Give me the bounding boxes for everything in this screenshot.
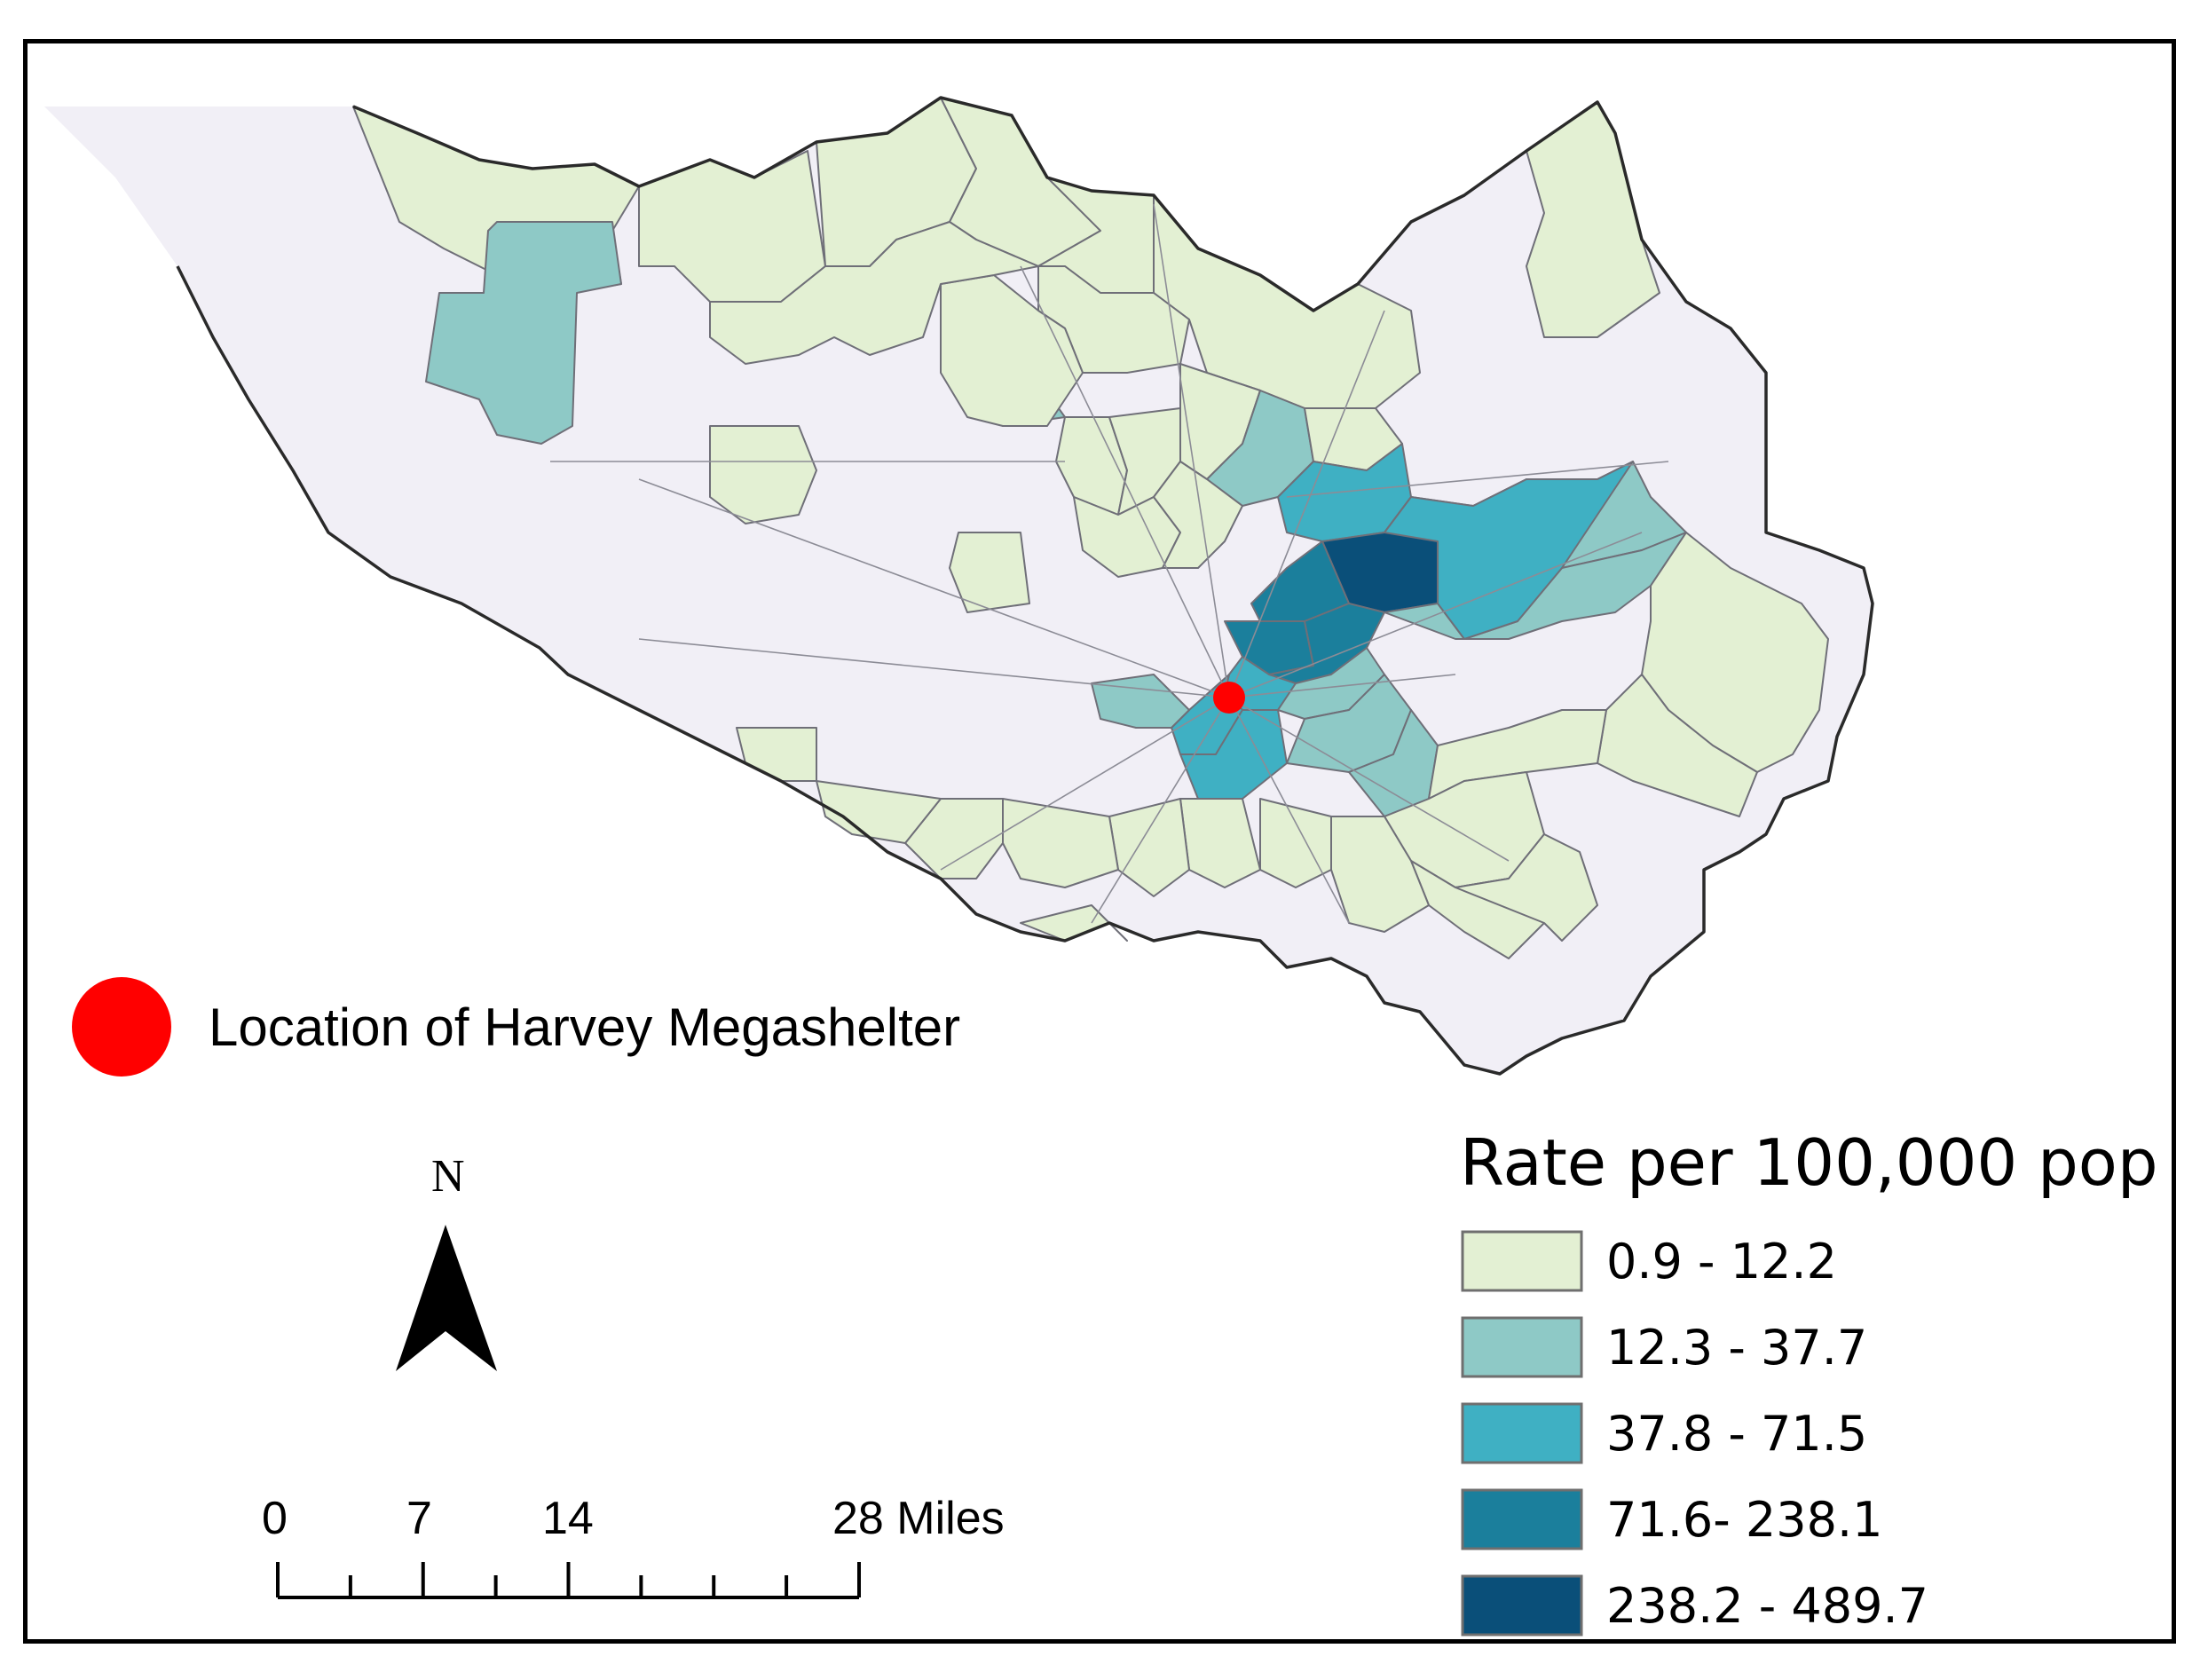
north-arrow-icon — [396, 1225, 497, 1371]
road-line — [940, 697, 1230, 871]
legend-label: 37.8 - 71.5 — [1606, 1406, 1867, 1462]
road-line — [1153, 203, 1230, 698]
legend-swatch — [1461, 1574, 1583, 1637]
legend-swatch — [1461, 1230, 1583, 1292]
legend-label: 12.3 - 37.7 — [1606, 1320, 1867, 1376]
north-label: N — [431, 1151, 465, 1202]
zone-polygon[interactable] — [1259, 798, 1332, 888]
legend-entries: 0.9 - 12.2 12.3 - 37.7 37.8 - 71.5 71.6- 23… — [1461, 1230, 1928, 1637]
legend-label: 0.9 - 12.2 — [1606, 1234, 1837, 1290]
scale-bar: 0 7 14 28 Miles — [262, 1493, 1005, 1599]
zones-layer — [352, 97, 1829, 959]
zone-polygon[interactable] — [1091, 674, 1190, 729]
zone-polygon[interactable] — [1153, 461, 1243, 569]
county-border — [176, 96, 1874, 1076]
zone-polygon[interactable] — [709, 425, 817, 525]
zone-polygon[interactable] — [949, 532, 1030, 613]
road-line — [1228, 674, 1456, 698]
scale-tick-label: 0 — [262, 1493, 288, 1544]
road-line — [638, 638, 1230, 698]
legend-label: 238.2 - 489.7 — [1606, 1578, 1928, 1634]
legend-swatch — [1461, 1488, 1583, 1550]
road-line — [1228, 697, 1350, 924]
scale-tick-label: 7 — [406, 1493, 432, 1544]
legend-title: Rate per 100,000 pop — [1460, 1125, 2158, 1200]
marker-legend-symbol — [72, 977, 171, 1077]
zone-polygon[interactable] — [1330, 816, 1430, 933]
marker-legend-label: Location of Harvey Megashelter — [209, 998, 960, 1057]
zone-polygon[interactable] — [425, 221, 622, 445]
scale-tick-label: 14 — [542, 1493, 594, 1544]
road-line — [1286, 461, 1669, 498]
road-line — [1228, 310, 1385, 698]
legend-swatch — [1461, 1402, 1583, 1464]
road-line — [1091, 697, 1230, 924]
zone-polygon[interactable] — [816, 780, 942, 844]
road-line — [638, 478, 1230, 698]
zone-polygon[interactable] — [1455, 833, 1598, 942]
legend-swatch — [1461, 1316, 1583, 1378]
zone-polygon[interactable] — [1384, 461, 1634, 640]
road-line — [1228, 697, 1510, 862]
scale-tick-label: 28 Miles — [832, 1493, 1005, 1544]
zone-polygon[interactable] — [940, 274, 1084, 427]
legend-label: 71.6- 238.1 — [1606, 1492, 1882, 1548]
road-line — [1228, 532, 1643, 698]
road-line — [1020, 265, 1230, 698]
zone-polygon[interactable] — [709, 221, 1039, 365]
zone-polygon[interactable] — [736, 727, 817, 782]
megashelter-marker[interactable] — [1213, 682, 1245, 714]
roads-layer — [550, 203, 1669, 924]
